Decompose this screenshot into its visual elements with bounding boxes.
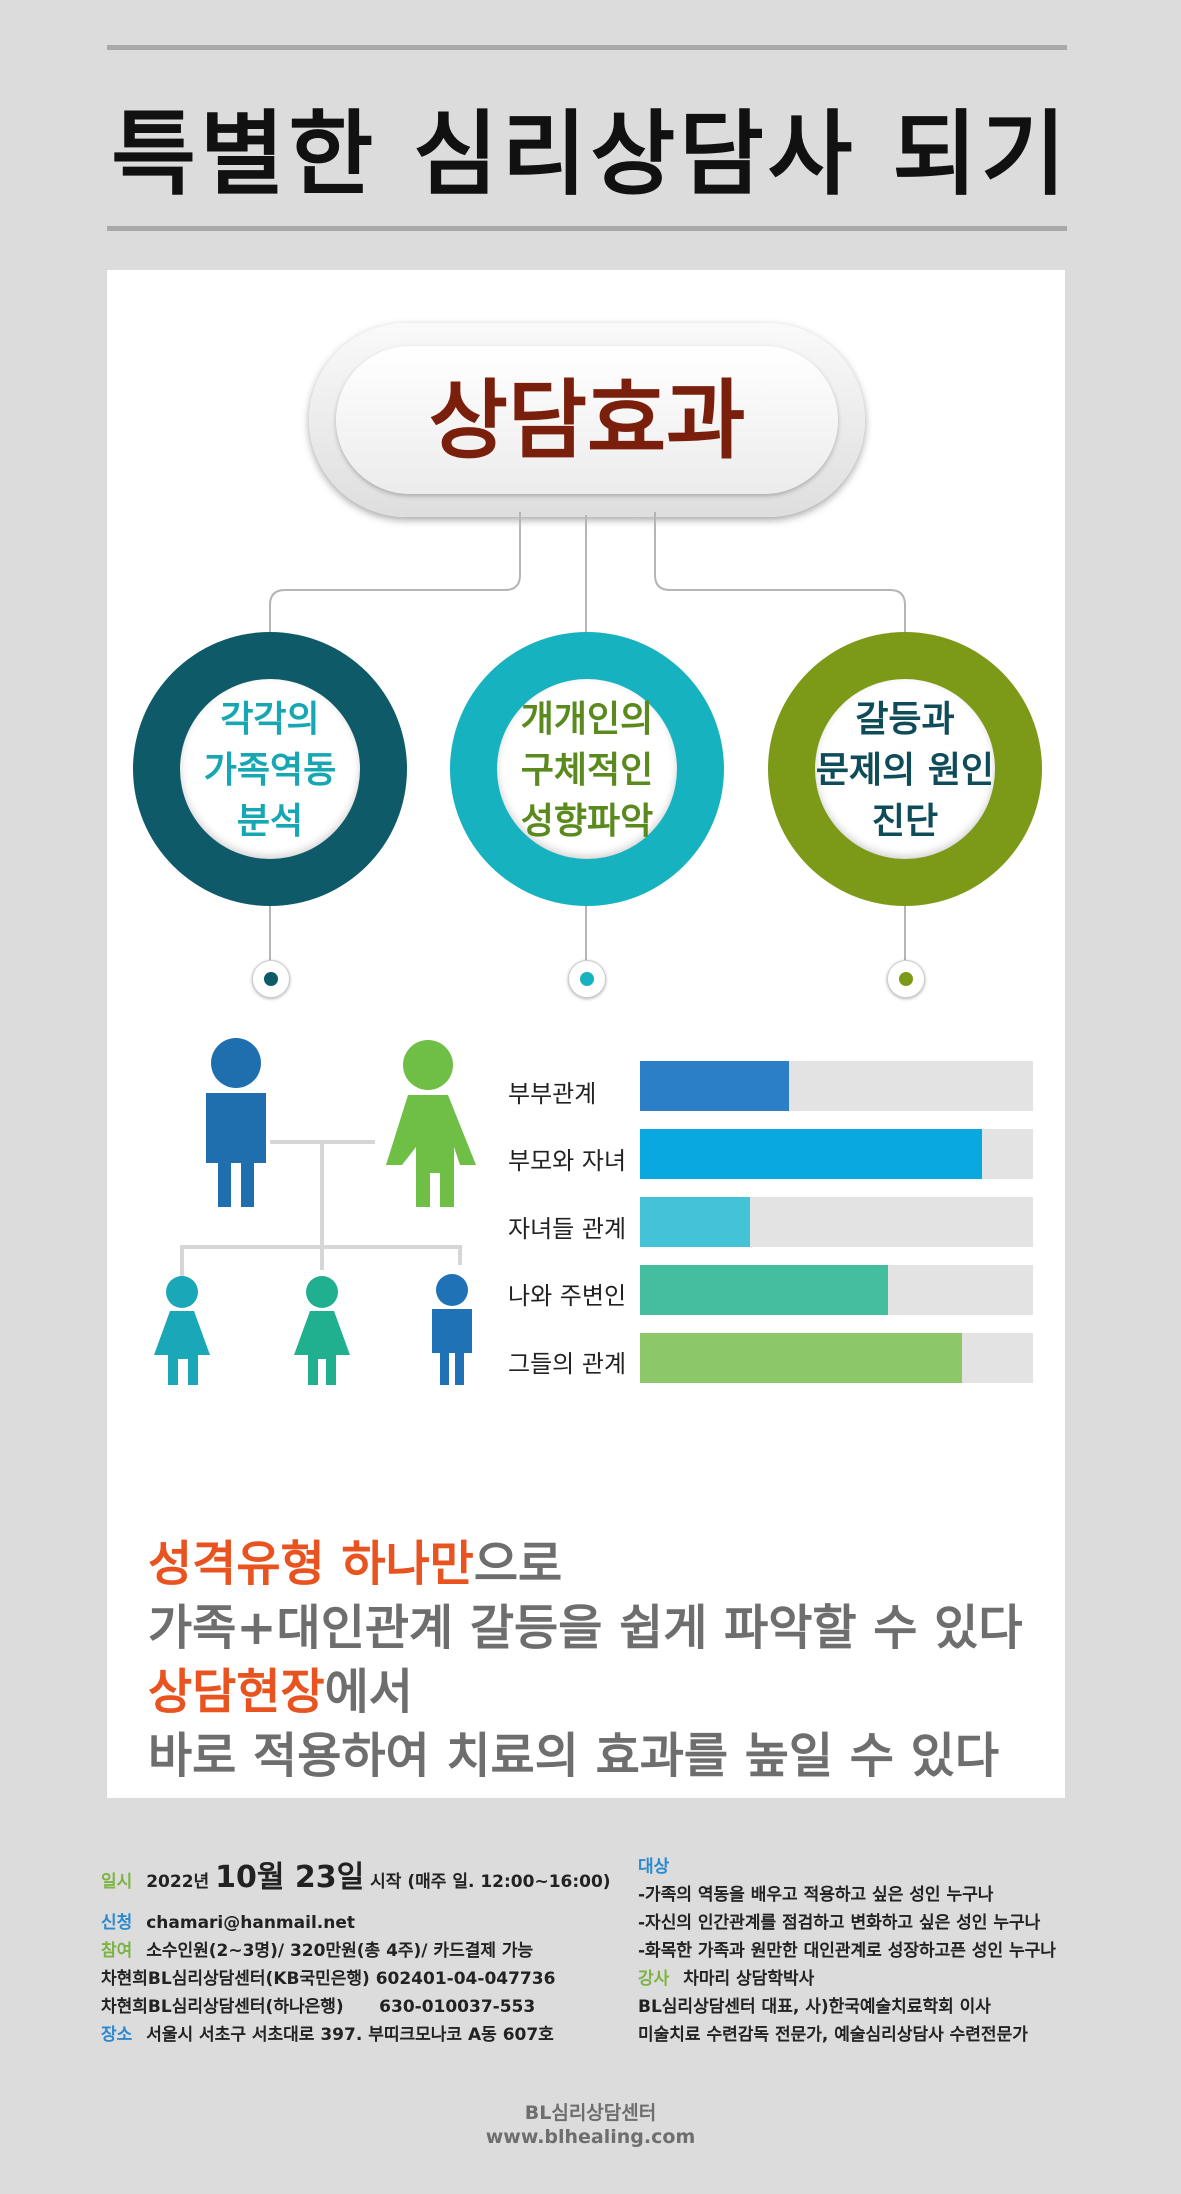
page-title: 특별한 심리상담사 되기 <box>111 100 1070 208</box>
effect-3-line-3: 진단 <box>871 801 939 842</box>
child-boy-icon <box>432 1274 472 1385</box>
male-person-icon <box>206 1038 266 1207</box>
join-label: 참여 <box>101 1941 133 1961</box>
effect-label-3: 갈등과 문제의 원인 진단 <box>790 694 1020 847</box>
effect-1-line-1: 각각의 <box>220 699 320 740</box>
lecturer-line-1: BL심리상담센터 대표, 사)한국예술치료학회 이사 <box>638 1997 991 2017</box>
message-line-1: 성격유형 하나만으로 <box>148 1524 562 1594</box>
bar-fill-5 <box>640 1333 963 1383</box>
effect-2-line-2: 구체적인 <box>520 750 654 791</box>
child-girl-icon <box>154 1276 210 1385</box>
lecturer-row: 강사 차마리 상담학박사 <box>638 1964 814 1989</box>
female-person-icon <box>386 1040 476 1207</box>
effect-ring-1-center <box>180 679 360 859</box>
bar-label-2: 부모와 자녀 <box>508 1147 627 1175</box>
hero-pill-inner <box>336 346 838 494</box>
effect-3-line-2: 문제의 원인 <box>815 750 995 791</box>
bullet-dot-3 <box>887 960 925 998</box>
lecturer-name: 차마리 상담학박사 <box>683 1969 815 1989</box>
bullet-dot-1 <box>252 960 290 998</box>
child-girl-icon <box>294 1276 350 1385</box>
bar-track-1 <box>640 1061 1033 1111</box>
join-row: 참여 소수인원(2~3명)/ 320만원(총 4주)/ 카드결제 가능 <box>101 1936 533 1961</box>
bank-account-2: 차현희BL심리상담센터(하나은행) 630-010037-553 <box>101 1997 536 2017</box>
date-label: 일시 <box>101 1872 133 1892</box>
effect-2-line-1: 개개인의 <box>520 699 654 740</box>
date-row: 일시 2022년 10월 23일 시작 (매주 일. 12:00~16:00) <box>101 1852 611 1896</box>
effect-1-line-2: 가족역동 <box>203 750 337 791</box>
hero-title: 상담효과 <box>428 371 746 471</box>
bar-label-4: 나와 주변인 <box>508 1282 627 1310</box>
family-tree <box>154 1038 476 1385</box>
effect-ring-3-center <box>815 679 995 859</box>
message-highlight-2: 상담현장 <box>148 1664 325 1720</box>
apply-email[interactable]: chamari@hanmail.net <box>146 1913 355 1933</box>
bar-label-1: 부부관계 <box>508 1080 597 1108</box>
bar-label-5: 그들의 관계 <box>508 1350 627 1378</box>
bar-track-2 <box>640 1129 1033 1179</box>
target-line-1: -가족의 역동을 배우고 적용하고 싶은 성인 누구나 <box>638 1885 994 1905</box>
target-label: 대상 <box>638 1857 670 1877</box>
apply-row: 신청 chamari@hanmail.net <box>101 1908 355 1933</box>
bottom-rule <box>107 226 1067 231</box>
effect-1-line-3: 분석 <box>236 801 304 842</box>
bar-fill-3 <box>640 1197 751 1247</box>
bar-fill-1 <box>640 1061 790 1111</box>
effect-ring-2-center <box>497 679 677 859</box>
bank-account-1: 차현희BL심리상담센터(KB국민은행) 602401-04-047736 <box>101 1969 556 1989</box>
lecturer-label: 강사 <box>638 1969 670 1989</box>
bullet-dot-2 <box>568 960 606 998</box>
connector-lines <box>269 512 906 960</box>
target-line-3: -화목한 가족과 원만한 대인관계로 성장하고픈 성인 누구나 <box>638 1941 1056 1961</box>
bar-track-5 <box>640 1333 1033 1383</box>
effect-label-2: 개개인의 구체적인 성향파악 <box>472 694 702 847</box>
top-rule <box>107 45 1067 50</box>
message-line-4: 바로 적용하여 치료의 효과를 높일 수 있다 <box>148 1728 999 1784</box>
place-row: 장소 서울시 서초구 서초대로 397. 부띠크모나코 A동 607호 <box>101 2020 554 2045</box>
join-value: 소수인원(2~3명)/ 320만원(총 4주)/ 카드결제 가능 <box>146 1941 534 1961</box>
date-main: 10월 23일 <box>215 1860 365 1895</box>
effect-3-line-1: 갈등과 <box>855 699 955 740</box>
message-line-1-rest: 으로 <box>473 1536 563 1592</box>
footer-url[interactable]: www.blhealing.com <box>485 2126 696 2148</box>
bar-track-3 <box>640 1197 1033 1247</box>
target-line-2: -자신의 인간관계를 점검하고 변화하고 싶은 성인 누구나 <box>638 1913 1041 1933</box>
message-line-3-rest: 에서 <box>324 1664 413 1720</box>
date-rest: 시작 (매주 일. 12:00~16:00) <box>370 1872 611 1892</box>
bar-label-3: 자녀들 관계 <box>508 1215 627 1243</box>
message-highlight-1: 성격유형 하나만 <box>148 1536 474 1592</box>
message-line-3: 상담현장에서 <box>148 1652 413 1722</box>
effect-2-line-3: 성향파악 <box>520 801 654 842</box>
message-line-2: 가족+대인관계 갈등을 쉽게 파악할 수 있다 <box>148 1600 1023 1656</box>
bar-track-4 <box>640 1265 1033 1315</box>
place-label: 장소 <box>101 2025 133 2045</box>
bar-fill-4 <box>640 1265 888 1315</box>
date-year: 2022년 <box>146 1872 210 1892</box>
footer-org: BL심리상담센터 <box>524 2102 657 2124</box>
target-label-row: 대상 <box>638 1852 677 1877</box>
place-value: 서울시 서초구 서초대로 397. 부띠크모나코 A동 607호 <box>146 2025 554 2045</box>
bar-fill-2 <box>640 1129 982 1179</box>
effect-label-1: 각각의 가족역동 분석 <box>155 694 385 847</box>
apply-label: 신청 <box>101 1913 133 1933</box>
lecturer-line-2: 미술치료 수련감독 전문가, 예술심리상담사 수련전문가 <box>638 2025 1028 2045</box>
